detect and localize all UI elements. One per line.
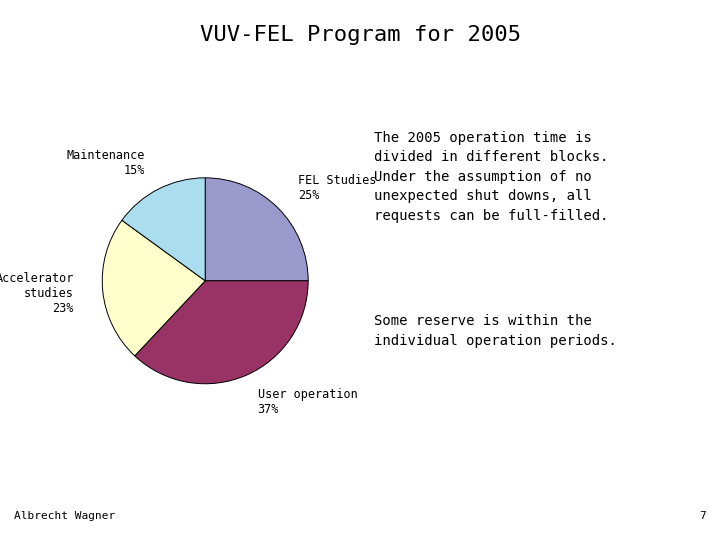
Text: Accelerator
studies
23%: Accelerator studies 23% [0, 272, 74, 315]
Wedge shape [102, 220, 205, 356]
Text: Some reserve is within the
individual operation periods.: Some reserve is within the individual op… [374, 314, 617, 348]
Wedge shape [135, 281, 308, 384]
Text: Albrecht Wagner: Albrecht Wagner [14, 511, 116, 521]
Wedge shape [205, 178, 308, 281]
Text: User operation
37%: User operation 37% [258, 388, 357, 416]
Text: FEL Studies
25%: FEL Studies 25% [298, 174, 377, 201]
Text: Maintenance
15%: Maintenance 15% [67, 150, 145, 177]
Text: 7: 7 [699, 511, 706, 521]
Wedge shape [122, 178, 205, 281]
Text: The 2005 operation time is
divided in different blocks.
Under the assumption of : The 2005 operation time is divided in di… [374, 131, 608, 222]
Text: VUV-FEL Program for 2005: VUV-FEL Program for 2005 [199, 25, 521, 45]
